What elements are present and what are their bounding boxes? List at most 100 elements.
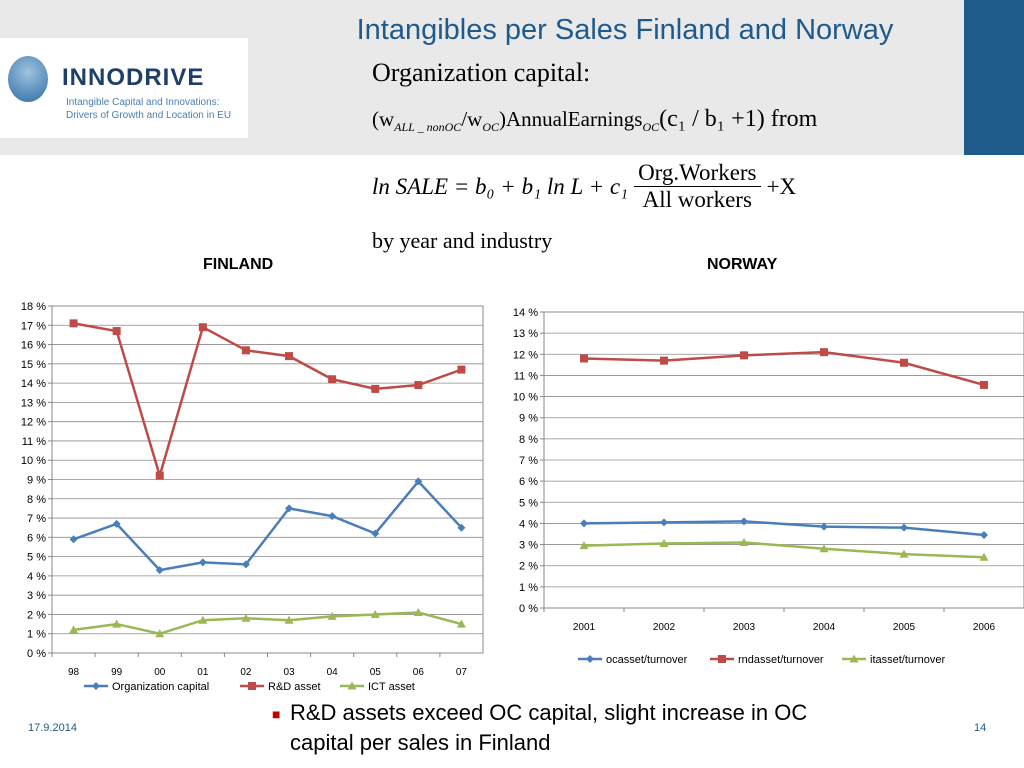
norway-y-tick-label: 3 % xyxy=(519,540,538,552)
finland-data-point xyxy=(198,323,207,332)
finland-y-tick-label: 6 % xyxy=(27,532,46,544)
finland-x-tick-label: 00 xyxy=(154,667,166,678)
norway-chart: 0 % 1 % 2 % 3 % 4 % 5 % 6 % 7 % 8 % 9 % 10 % 11 % 12… xyxy=(513,307,1024,666)
finland-data-point xyxy=(284,615,294,624)
finland-y-tick-label: 0 % xyxy=(27,648,46,660)
norway-legend-label: rndasset/turnover xyxy=(738,654,824,666)
norway-y-tick-label: 0 % xyxy=(519,603,538,615)
norway-y-tick-label: 2 % xyxy=(519,561,538,573)
finland-data-point xyxy=(370,609,380,618)
norway-data-point xyxy=(740,351,748,360)
bullet-text: R&D assets exceed OC capital, slight inc… xyxy=(290,700,808,755)
finland-data-point xyxy=(371,529,380,538)
logo-subtitle-line-1: Intangible Capital and Innovations: xyxy=(66,97,220,108)
finland-data-point xyxy=(112,327,121,336)
logo-emblem-icon xyxy=(8,56,48,102)
finland-data-point xyxy=(155,471,164,480)
finland-data-point xyxy=(414,381,423,390)
norway-y-tick-label: 10 % xyxy=(513,392,538,404)
norway-legend-label: itasset/turnover xyxy=(870,654,946,666)
finland-data-point xyxy=(456,619,466,628)
footer-page-number: 14 xyxy=(974,722,987,734)
bullet-point: ■ R&D assets exceed OC capital, slight i… xyxy=(272,698,862,758)
finland-data-point xyxy=(112,519,121,528)
norway-x-tick-label: 2002 xyxy=(653,622,676,633)
norway-x-tick-label: 2001 xyxy=(573,622,596,633)
finland-data-point xyxy=(327,611,337,620)
norway-series-line xyxy=(583,541,985,559)
norway-data-point xyxy=(660,356,668,365)
finland-data-point xyxy=(112,619,122,628)
finland-x-tick-label: 05 xyxy=(370,667,382,678)
finland-data-point xyxy=(198,615,208,624)
footer-date: 17.9.2014 xyxy=(28,722,77,734)
finland-x-tick-label: 03 xyxy=(283,667,295,678)
norway-data-point xyxy=(579,541,589,550)
finland-panel-title: FINLAND xyxy=(203,256,274,273)
finland-y-tick-label: 8 % xyxy=(27,494,46,506)
finland-y-tick-label: 11 % xyxy=(22,436,46,448)
slide-title: Intangibles per Sales Finland and Norway xyxy=(356,14,894,46)
norway-data-point xyxy=(979,552,989,561)
finland-data-point xyxy=(241,613,251,622)
finland-y-tick-label: 2 % xyxy=(27,609,46,621)
finland-y-tick-label: 18 % xyxy=(21,301,46,313)
eq1-sub-3: OC xyxy=(642,120,660,135)
equation-heading: Organization capital: xyxy=(372,58,591,87)
norway-legend-marker xyxy=(586,655,594,663)
header-accent-bar xyxy=(964,0,1024,155)
finland-x-tick-label: 01 xyxy=(197,667,209,678)
eq1-sub-2: OC xyxy=(482,120,499,135)
eq1-part-b: /w xyxy=(461,107,483,131)
norway-data-point xyxy=(980,531,988,540)
finland-y-tick-label: 7 % xyxy=(27,513,46,525)
eq2-right: +X xyxy=(766,173,797,199)
finland-legend-label: ICT asset xyxy=(368,681,415,693)
norway-x-tick-label: 2005 xyxy=(893,622,916,633)
norway-data-point xyxy=(740,517,748,526)
finland-data-point xyxy=(414,477,423,486)
norway-x-tick-label: 2003 xyxy=(733,622,756,633)
finland-y-tick-label: 14 % xyxy=(21,378,46,390)
norway-data-point xyxy=(580,519,588,528)
finland-x-tick-label: 07 xyxy=(456,667,468,678)
finland-data-point xyxy=(328,512,337,521)
finland-x-tick-label: 98 xyxy=(68,667,80,678)
finland-y-tick-label: 1 % xyxy=(27,629,46,641)
finland-y-tick-label: 13 % xyxy=(21,397,46,409)
finland-series-line xyxy=(73,479,463,572)
finland-data-point xyxy=(241,560,250,569)
finland-legend-marker xyxy=(347,681,357,690)
norway-y-tick-label: 1 % xyxy=(519,582,538,594)
norway-y-tick-label: 12 % xyxy=(513,349,538,361)
finland-x-tick-label: 99 xyxy=(111,667,123,678)
finland-data-point xyxy=(285,504,294,513)
norway-data-point xyxy=(980,380,988,389)
norway-data-point xyxy=(580,354,588,363)
norway-data-point xyxy=(660,518,668,527)
norway-y-tick-label: 4 % xyxy=(519,518,538,530)
norway-y-tick-label: 7 % xyxy=(519,455,538,467)
norway-legend-marker xyxy=(718,655,726,663)
finland-data-point xyxy=(371,384,380,393)
finland-y-tick-label: 3 % xyxy=(27,590,46,602)
finland-legend-label: Organization capital xyxy=(112,681,209,693)
finland-data-point xyxy=(155,629,165,638)
innodrive-logo: INNODRIVE Intangible Capital and Innovat… xyxy=(0,38,248,138)
norway-x-tick-label: 2004 xyxy=(813,622,836,633)
norway-data-point xyxy=(900,358,908,367)
finland-y-tick-label: 16 % xyxy=(21,340,46,352)
norway-y-tick-label: 14 % xyxy=(513,307,538,319)
finland-data-point xyxy=(413,608,423,617)
finland-y-tick-label: 4 % xyxy=(27,571,46,583)
finland-y-tick-label: 12 % xyxy=(21,417,46,429)
norway-y-tick-label: 11 % xyxy=(514,370,538,382)
norway-legend-marker xyxy=(849,654,859,663)
finland-data-point xyxy=(69,625,79,634)
norway-data-point xyxy=(820,348,828,357)
finland-y-tick-label: 10 % xyxy=(21,455,46,467)
finland-y-tick-label: 5 % xyxy=(27,552,46,564)
norway-panel-title: NORWAY xyxy=(707,256,778,273)
equation-line-1: (wALL _ nonOC/wOC)AnnualEarningsOC(c₁ / … xyxy=(372,106,817,135)
finland-x-tick-label: 04 xyxy=(327,667,339,678)
